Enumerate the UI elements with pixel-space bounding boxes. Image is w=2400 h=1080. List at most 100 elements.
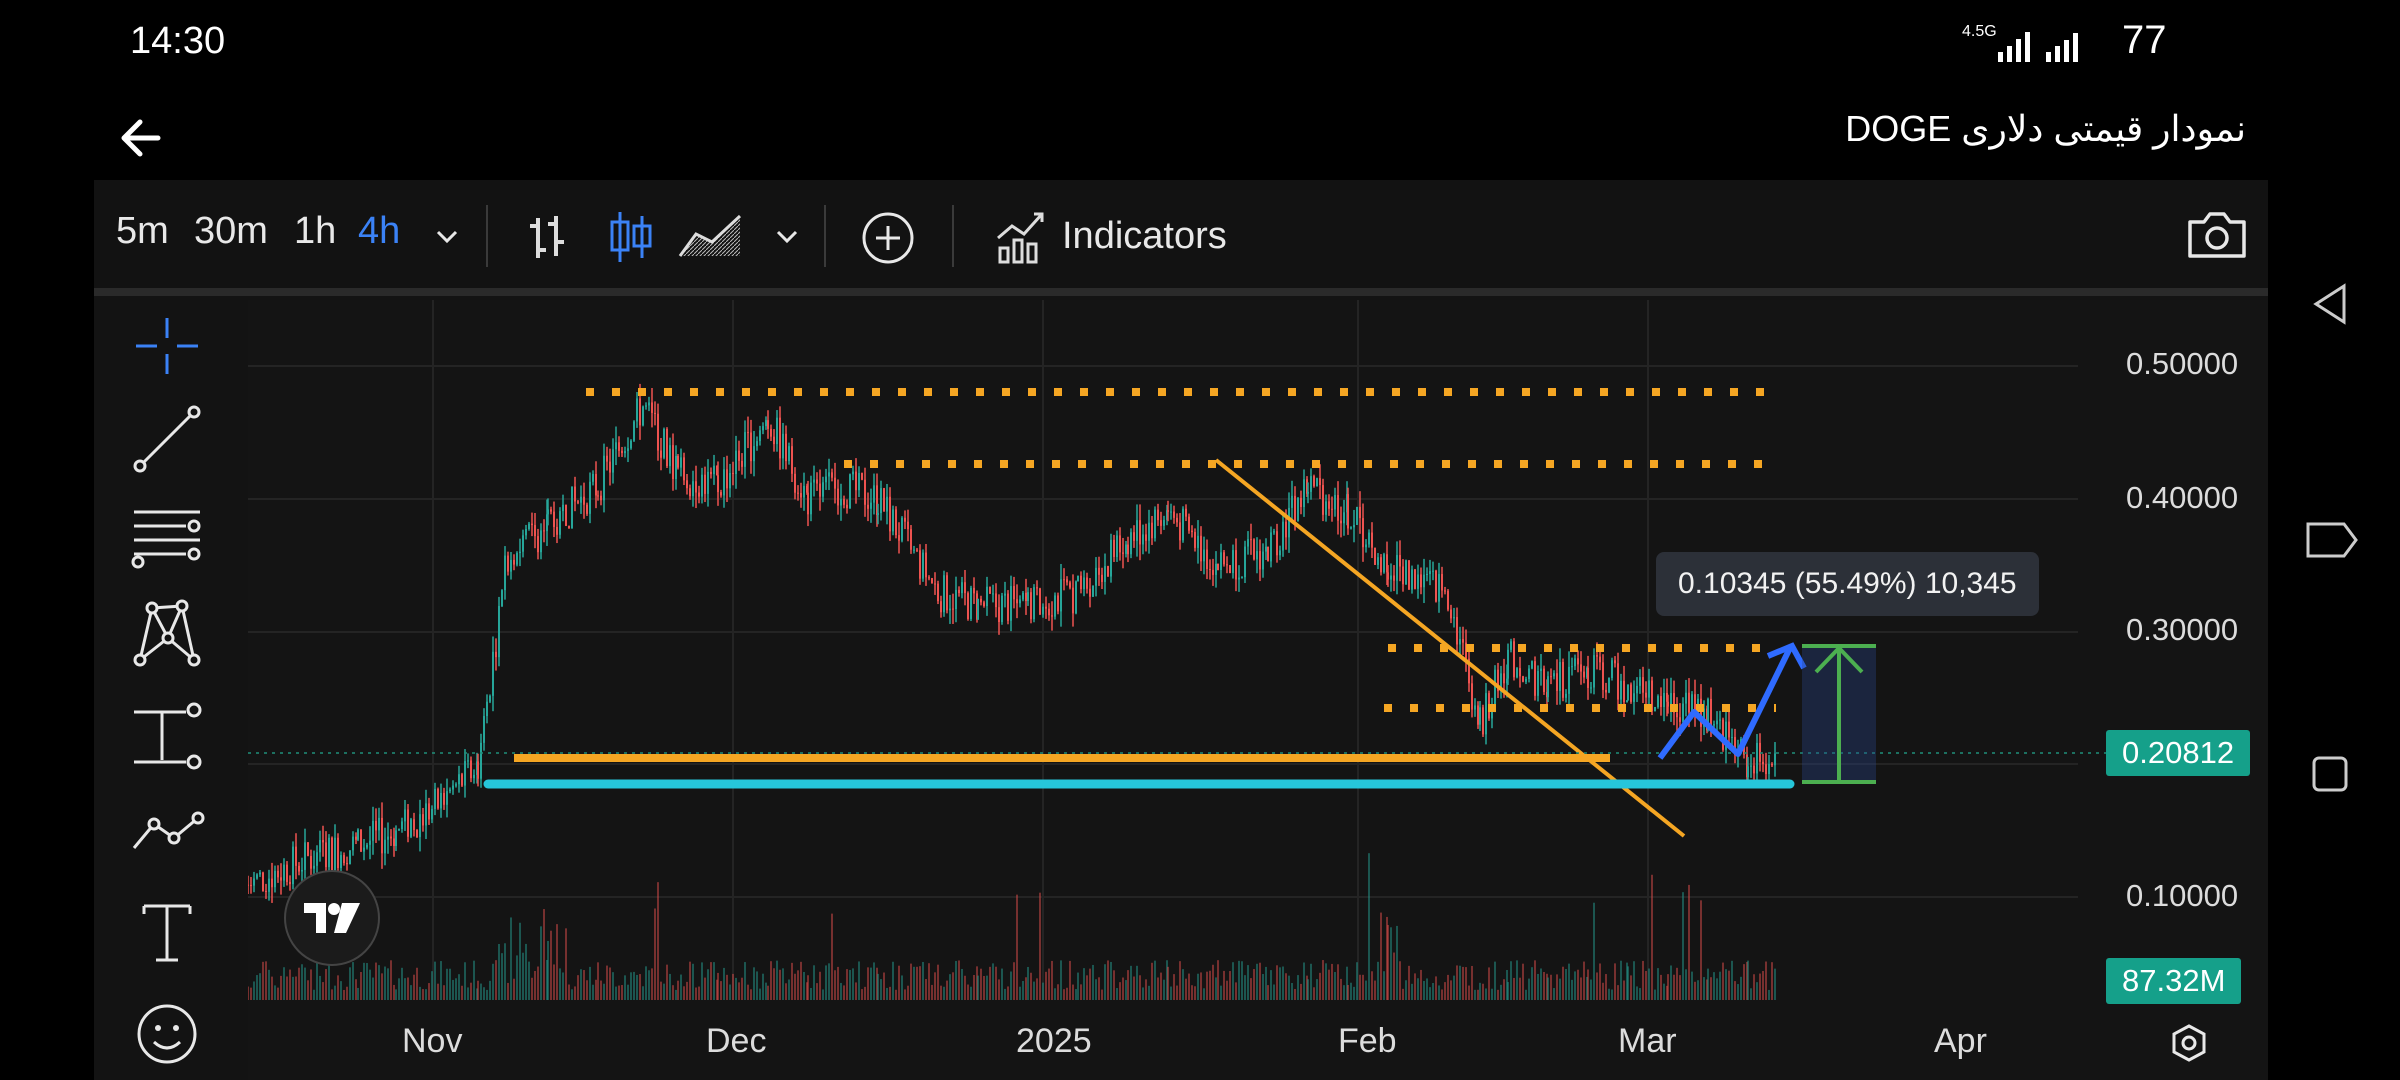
camera-icon[interactable] <box>2186 208 2248 260</box>
volume-bar <box>1089 968 1091 1000</box>
volume-bar <box>977 975 979 1000</box>
candle-body <box>1325 501 1327 515</box>
volume-bar <box>672 985 674 1000</box>
candle-body <box>1617 663 1619 700</box>
candle-body <box>675 455 677 480</box>
volume-bar <box>1170 986 1172 1000</box>
volume-bar <box>467 987 469 1000</box>
indicators-button[interactable]: Indicators <box>994 208 1227 264</box>
candle-body <box>1033 587 1035 620</box>
candle-body <box>384 839 386 854</box>
candle-body <box>1494 669 1496 708</box>
x-axis-label: Nov <box>402 1022 463 1060</box>
candle-body <box>1614 660 1616 664</box>
volume-bar <box>1571 979 1573 1000</box>
candle-body <box>1316 478 1318 487</box>
volume-bar <box>1630 975 1632 1000</box>
candlestick-chart-icon[interactable] <box>606 210 656 264</box>
tradingview-logo-icon <box>304 903 360 933</box>
bar-chart-type-icon[interactable] <box>522 212 572 262</box>
volume-bar <box>1203 988 1205 1000</box>
timeframe-1h[interactable]: 1h <box>294 210 337 252</box>
candle-body <box>797 492 799 494</box>
candle-body <box>980 598 982 603</box>
volume-bar <box>1679 975 1681 1000</box>
chart-settings-icon[interactable] <box>2168 1022 2210 1064</box>
candle-body <box>627 448 629 452</box>
horizontal-lines-icon[interactable] <box>124 500 210 572</box>
volume-bar <box>940 985 942 1000</box>
candle-body <box>553 511 555 527</box>
candle-body <box>1393 575 1395 581</box>
price-chart[interactable] <box>248 300 2268 1080</box>
candle-body <box>1340 520 1342 524</box>
tradingview-logo[interactable] <box>284 870 380 966</box>
candle-body <box>1574 658 1576 667</box>
volume-bar <box>1069 960 1071 1000</box>
nav-back-icon[interactable] <box>2310 282 2350 326</box>
volume-bar <box>455 978 457 1000</box>
crosshair-icon[interactable] <box>124 310 210 382</box>
page-title: نمودار قیمتی دلاری DOGE <box>1845 108 2246 149</box>
volume-bar <box>1471 965 1473 1000</box>
volume-bar <box>268 969 270 1000</box>
measure-icon[interactable] <box>124 700 210 772</box>
volume-bar <box>1537 973 1539 1000</box>
candle-body <box>1500 673 1502 692</box>
chart-type-chevron-down-icon[interactable] <box>772 222 802 252</box>
candle-body <box>473 774 475 779</box>
path-icon[interactable] <box>124 798 210 870</box>
candle-body <box>717 475 719 493</box>
back-arrow-icon[interactable] <box>112 108 172 168</box>
candle-body <box>1682 703 1684 722</box>
volume-bar <box>1396 925 1398 1000</box>
volume-bar <box>1119 982 1121 1000</box>
candle-body <box>577 501 579 503</box>
candle-body <box>1270 532 1272 562</box>
candle-body <box>1396 555 1398 581</box>
volume-bar <box>707 969 709 1000</box>
volume-bar <box>507 982 509 1000</box>
volume-bar <box>1285 973 1287 1000</box>
candle-body <box>372 820 374 841</box>
text-icon[interactable] <box>124 896 210 968</box>
candle-body <box>1568 666 1570 694</box>
status-time: 14:30 <box>130 20 226 62</box>
candle-body <box>822 482 824 497</box>
timeframe-chevron-down-icon[interactable] <box>432 222 462 252</box>
trend-line-icon[interactable] <box>124 404 210 476</box>
candle-body <box>1447 590 1449 610</box>
candle-body <box>1593 655 1595 688</box>
candle-body <box>1417 574 1419 589</box>
candle-body <box>248 884 249 886</box>
price-plot-area[interactable] <box>248 300 2268 1080</box>
pattern-icon[interactable] <box>124 598 210 670</box>
volume-bar <box>1700 900 1702 1000</box>
chart-toolbar <box>94 180 2268 288</box>
candle-body <box>483 716 485 743</box>
candle-body <box>1013 586 1015 600</box>
candle-body <box>747 432 749 434</box>
volume-bar <box>1651 874 1653 1000</box>
area-chart-icon[interactable] <box>678 210 744 260</box>
candle-body <box>1414 569 1416 589</box>
volume-bar <box>759 988 761 1000</box>
volume-bar <box>313 989 315 1000</box>
timeframe-4h[interactable]: 4h <box>358 210 401 252</box>
candle-body <box>765 420 767 427</box>
volume-bar <box>660 981 662 1000</box>
timeframe-5m[interactable]: 5m <box>116 210 169 252</box>
candle-body <box>1411 569 1413 590</box>
timeframe-30m[interactable]: 30m <box>194 210 268 252</box>
emoji-icon[interactable] <box>124 996 210 1068</box>
volume-bar <box>1728 970 1730 1000</box>
nav-recents-icon[interactable] <box>2310 754 2350 794</box>
volume-bar <box>627 984 629 1000</box>
candle-body <box>1731 737 1733 739</box>
volume-bar <box>1259 962 1261 1000</box>
candle-body <box>1217 563 1219 571</box>
nav-keyboard-icon[interactable] <box>2304 516 2360 564</box>
add-plus-icon[interactable] <box>860 210 916 266</box>
price-candles <box>248 383 1776 903</box>
candle-body <box>886 496 888 512</box>
